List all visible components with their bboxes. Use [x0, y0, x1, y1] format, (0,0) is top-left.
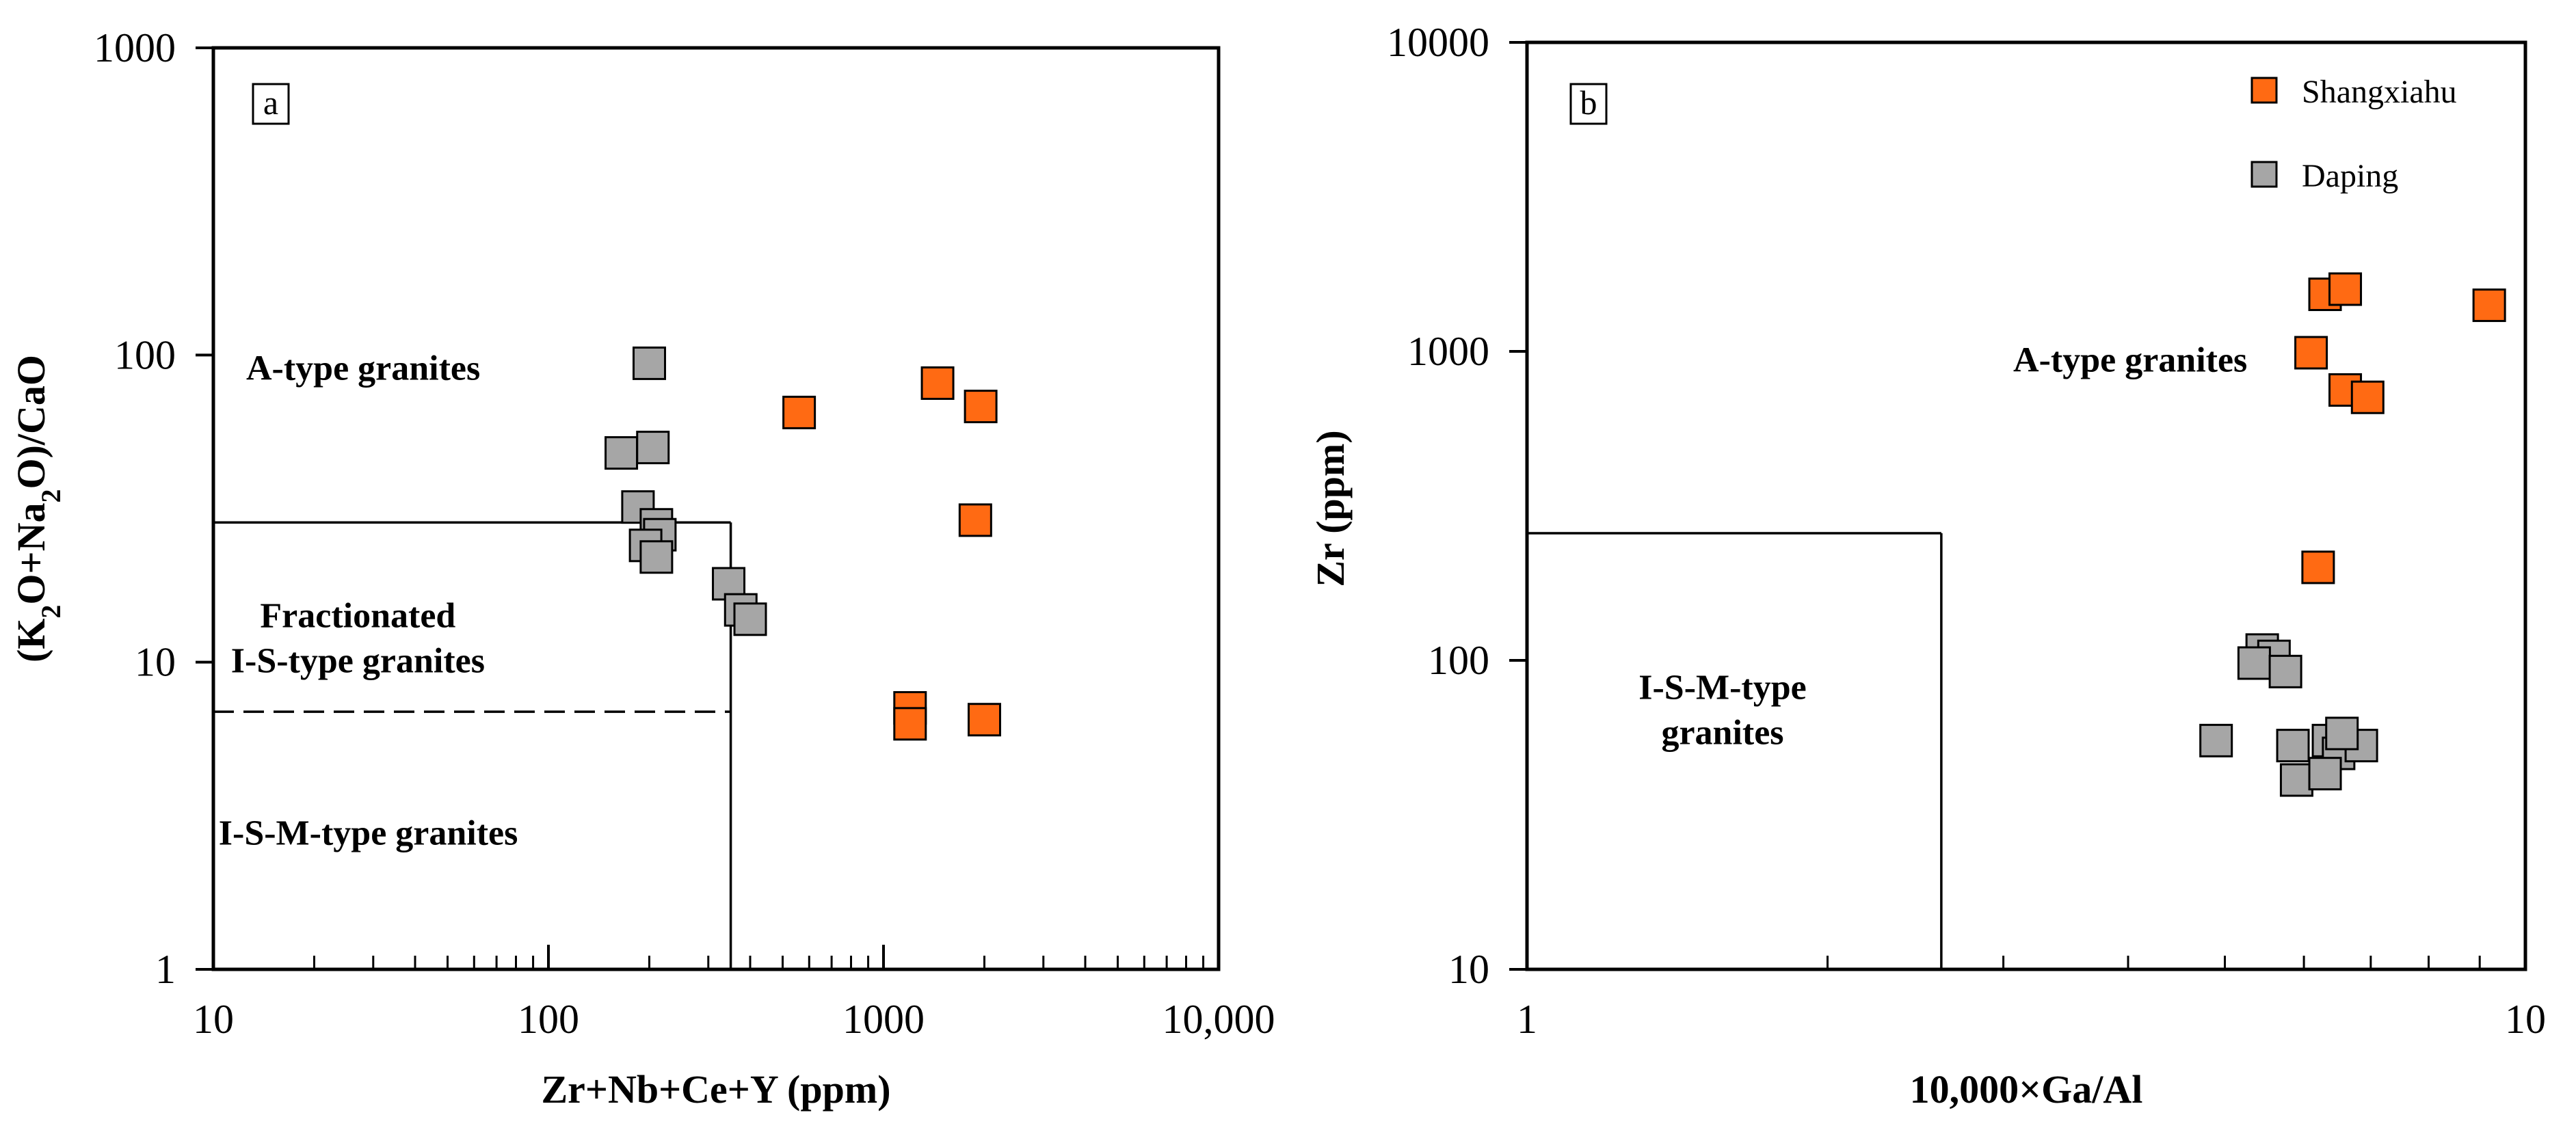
region-label-line: I-S-M-type granites	[219, 813, 518, 852]
panel-label: a	[263, 83, 278, 122]
data-point-daping	[2268, 654, 2302, 688]
data-point-daping	[636, 431, 670, 465]
data-point-daping	[733, 602, 767, 636]
region-label: I-S-M-type granites	[219, 813, 518, 852]
data-point-shangxiahu	[920, 366, 955, 400]
data-point-shangxiahu	[782, 395, 816, 429]
legend: Shangxiahu Daping	[2250, 74, 2457, 194]
y-title-subscript: 2	[36, 489, 66, 503]
y-tick-label: 100	[1428, 638, 1489, 683]
region-label: A-type granites	[2013, 341, 2247, 380]
region-label: I-S-M-type granites	[1638, 668, 1807, 752]
region-label: A-type granites	[246, 349, 480, 388]
x-axis-title: Zr+Nb+Ce+Y (ppm)	[541, 1067, 890, 1112]
y-title-part: O+Na	[9, 503, 53, 605]
region-label-line: granites	[1661, 713, 1783, 752]
region-boundaries	[1527, 532, 1943, 969]
y-tick-label: 10	[1448, 947, 1489, 992]
region-label-line: A-type granites	[246, 349, 480, 388]
y-title-part: O)/CaO	[9, 355, 53, 489]
data-points	[605, 346, 1002, 741]
data-point-shangxiahu	[2301, 550, 2335, 584]
x-tick-label: 10	[193, 997, 234, 1042]
plot-frame	[1525, 40, 2527, 971]
y-tick-label: 10000	[1387, 20, 1489, 65]
legend-swatch-shangxiahu	[2250, 77, 2278, 104]
data-point-daping	[2325, 716, 2359, 751]
x-minor-ticks	[1827, 956, 2481, 969]
region-labels: A-type granites I-S-M-type granites	[1638, 341, 2247, 753]
y-axis-title: (K2O+Na2O)/CaO	[9, 355, 66, 662]
data-point-daping	[2199, 723, 2233, 757]
data-point-daping	[2308, 757, 2342, 791]
y-tick-label: 10	[135, 640, 176, 685]
x-tick-label: 10,000	[1163, 997, 1275, 1042]
data-point-daping	[633, 346, 667, 380]
legend-label-shangxiahu: Shangxiahu	[2302, 74, 2457, 110]
region-label: Fractionated I-S-type granites	[231, 596, 485, 680]
data-point-shangxiahu	[2328, 272, 2363, 306]
region-boundaries	[213, 521, 732, 969]
x-tick-label: 100	[518, 997, 579, 1042]
region-label-line: I-S-type granites	[231, 641, 485, 680]
panel-a: A-type granites Fractionated I-S-type gran…	[9, 25, 1275, 1112]
data-point-shangxiahu	[2294, 336, 2328, 370]
data-point-shangxiahu	[893, 707, 927, 741]
region-label-line: Fractionated	[260, 596, 455, 635]
y-title-part: (K	[9, 619, 53, 662]
data-points	[2199, 272, 2506, 797]
data-point-shangxiahu	[958, 503, 992, 537]
legend-label-daping: Daping	[2302, 158, 2398, 194]
legend-swatch-daping	[2250, 161, 2278, 188]
data-point-daping	[2276, 729, 2310, 763]
data-point-shangxiahu	[2350, 380, 2385, 414]
region-label-line: A-type granites	[2013, 341, 2247, 380]
x-axis-title: 10,000×Ga/Al	[1910, 1067, 2143, 1112]
data-point-shangxiahu	[2472, 288, 2506, 323]
data-point-shangxiahu	[964, 390, 998, 424]
y-tick-label: 1000	[94, 25, 176, 70]
y-tick-label: 1	[155, 947, 176, 992]
tick-labels: 1 10 10 100 1000 10000	[1387, 20, 2546, 1042]
tick-labels: 10 100 1000 10,000 1 10 100 1000	[94, 25, 1275, 1042]
x-minor-ticks	[313, 956, 1205, 969]
plot-frame	[211, 46, 1221, 971]
x-tick-label: 1	[1517, 997, 1537, 1042]
data-point-daping	[2237, 646, 2271, 680]
panel-label-box: b	[1569, 83, 1608, 125]
panel-label-box: a	[252, 83, 290, 125]
region-label-line: I-S-M-type	[1638, 668, 1807, 707]
y-tick-label: 100	[114, 332, 176, 377]
data-point-daping	[2279, 763, 2313, 797]
panel-label: b	[1580, 83, 1597, 122]
region-labels: A-type granites Fractionated I-S-type gran…	[219, 349, 518, 853]
x-tick-label: 10	[2505, 997, 2546, 1042]
y-axis-title: Zr (ppm)	[1308, 430, 1353, 587]
y-title-subscript: 2	[36, 605, 66, 619]
x-tick-label: 1000	[842, 997, 925, 1042]
data-point-shangxiahu	[968, 703, 1002, 737]
data-point-daping	[605, 436, 639, 470]
y-tick-label: 1000	[1407, 329, 1489, 374]
data-point-daping	[639, 540, 674, 574]
